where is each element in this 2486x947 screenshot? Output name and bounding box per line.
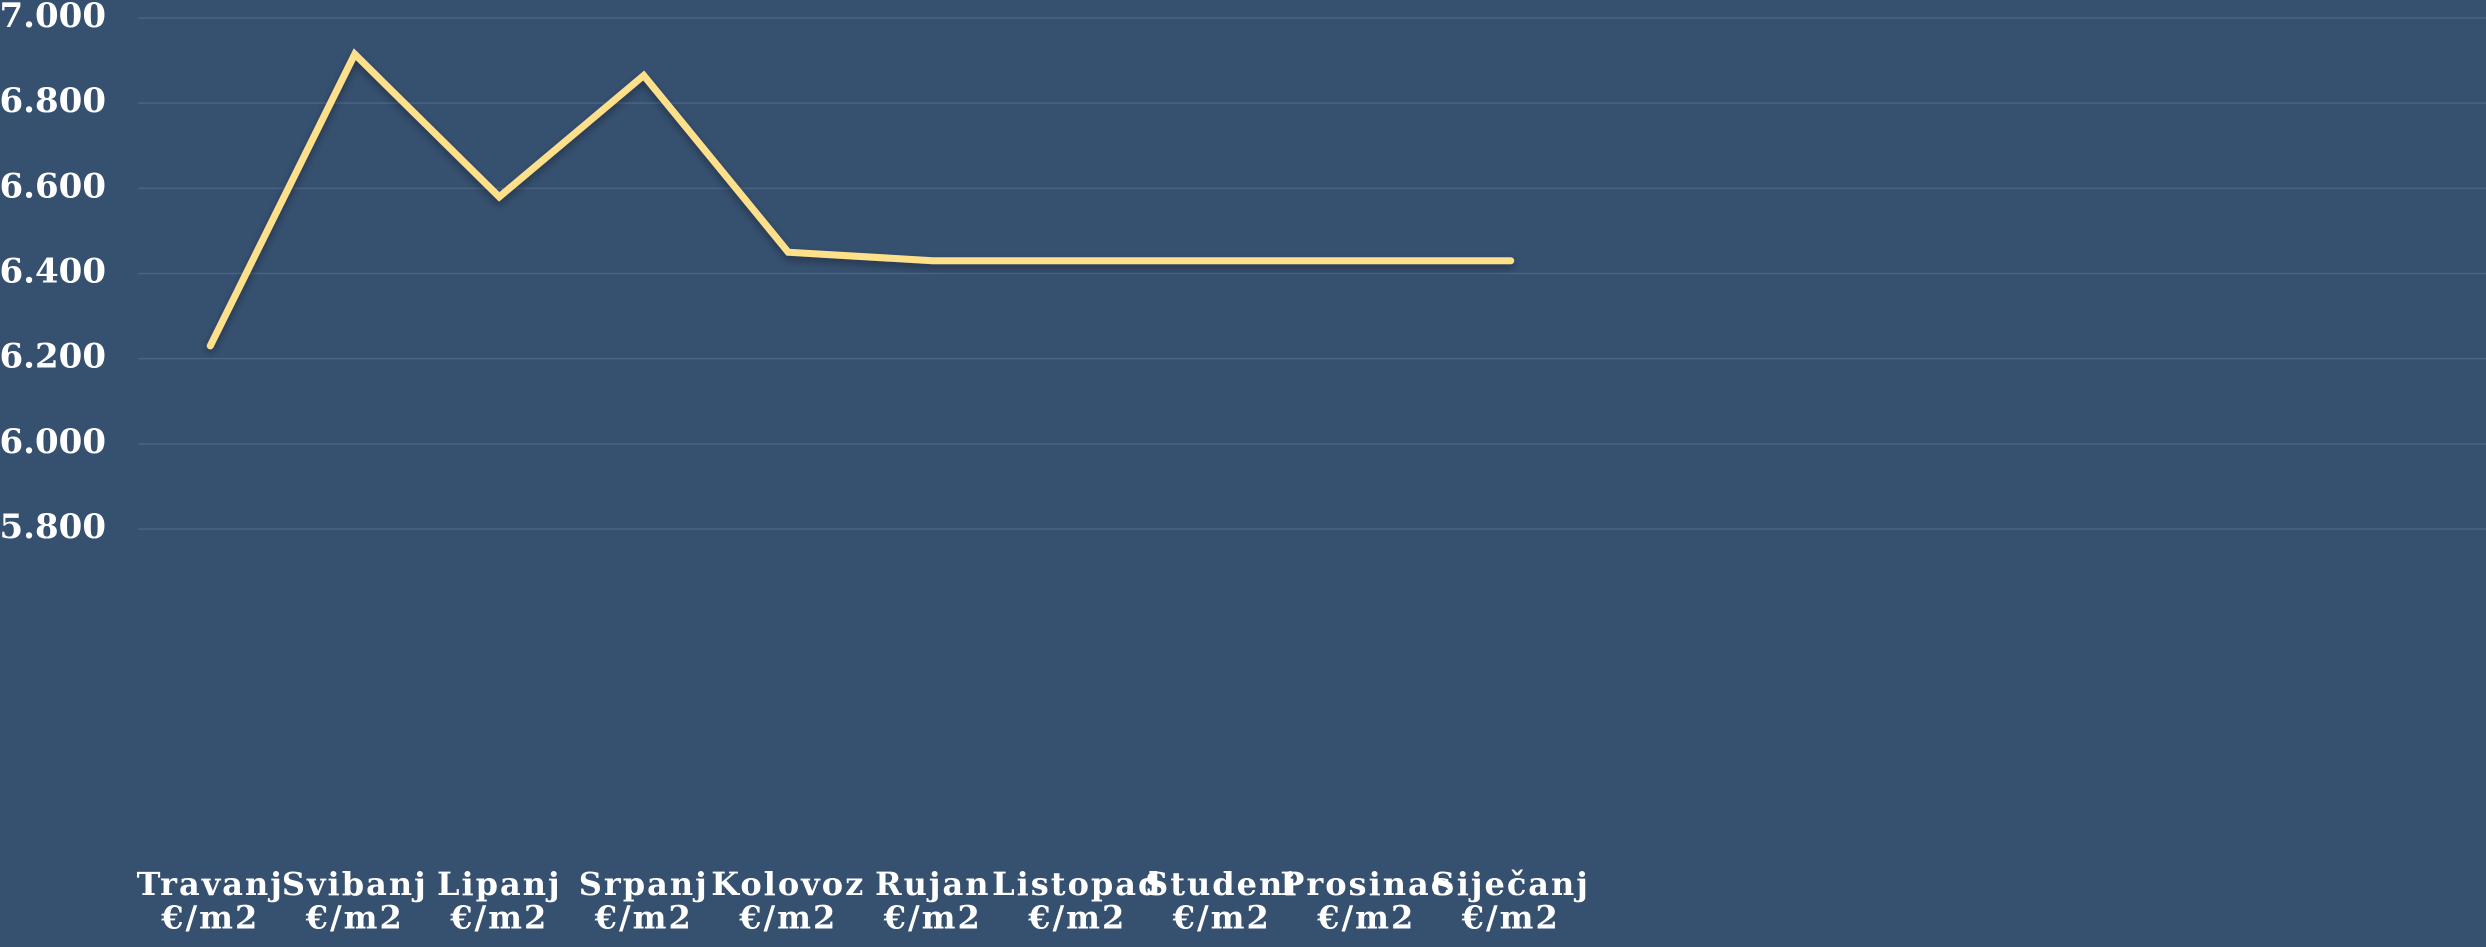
y-tick-label: € 6.800 [0, 81, 106, 121]
y-tick-label: € 6.600 [0, 166, 106, 206]
x-tick-label: Travanj €/m2 [137, 865, 284, 937]
y-tick-label: € 6.400 [0, 252, 106, 292]
x-tick-label: Svibanj €/m2 [282, 865, 428, 937]
x-tick-label: Siječanj €/m2 [1432, 865, 1590, 937]
y-tick-label: € 5.800 [0, 507, 106, 547]
y-tick-label: € 6.200 [0, 337, 106, 377]
line [206, 48, 1515, 350]
y-tick-label: € 6.000 [0, 422, 106, 462]
x-tick-label: Kolovoz €/m2 [711, 865, 865, 937]
x-tick-label: Prosinac €/m2 [1280, 865, 1452, 937]
x-tick-label: Studeni €/m2 [1145, 865, 1298, 937]
x-tick-label: Rujan €/m2 [875, 865, 990, 937]
x-tick-label: Lipanj €/m2 [437, 865, 562, 937]
x-tick-label: Srpanj €/m2 [579, 865, 709, 937]
y-tick-label: € 7.000 [0, 0, 106, 36]
x-tick-label: Listopad €/m2 [992, 865, 1162, 937]
